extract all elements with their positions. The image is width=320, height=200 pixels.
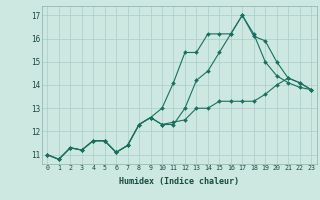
X-axis label: Humidex (Indice chaleur): Humidex (Indice chaleur)	[119, 177, 239, 186]
